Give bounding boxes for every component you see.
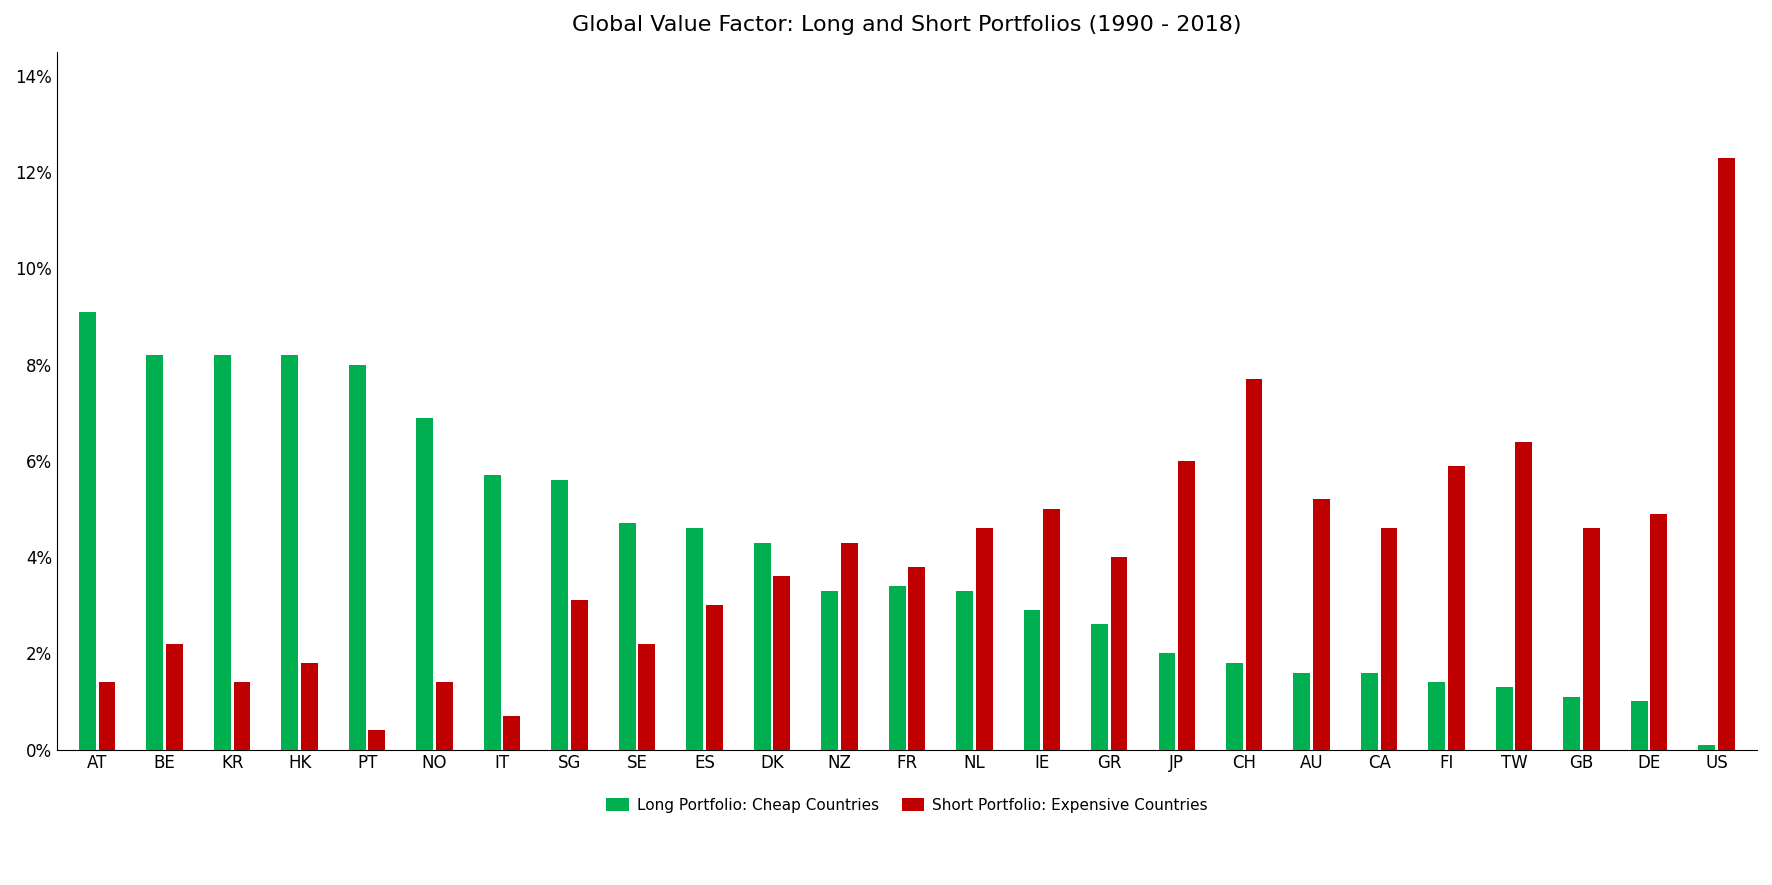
Bar [1226,663,1242,750]
Title: Global Value Factor: Long and Short Portfolios (1990 - 2018): Global Value Factor: Long and Short Port… [572,15,1242,35]
Bar [1024,610,1040,750]
Bar [1092,625,1108,750]
Bar [1246,379,1262,750]
Bar [551,480,569,750]
Bar [1380,528,1398,750]
Bar [1650,514,1667,750]
Bar [618,523,636,750]
Bar [1044,509,1060,750]
Bar [1313,499,1331,750]
Bar [1630,702,1648,750]
Bar [820,591,838,750]
Bar [436,682,454,750]
Bar [80,312,96,750]
Bar [99,682,115,750]
Bar [503,716,521,750]
Bar [686,528,703,750]
Bar [214,355,230,750]
Bar [1361,673,1379,750]
Bar [571,600,588,750]
Bar [1515,442,1533,750]
Bar [888,586,905,750]
Bar [976,528,992,750]
Bar [840,543,858,750]
Bar [282,355,298,750]
Bar [369,730,385,750]
Bar [416,418,432,750]
Bar [1159,653,1175,750]
Bar [1563,696,1581,750]
Bar [705,605,723,750]
Bar [1178,461,1194,750]
Bar [1582,528,1600,750]
Bar [234,682,250,750]
Bar [1428,682,1446,750]
Bar [1698,745,1715,750]
Bar [167,643,183,750]
Bar [147,355,163,750]
Bar [1717,158,1735,750]
Bar [753,543,771,750]
Bar [909,566,925,750]
Bar [1448,466,1465,750]
Bar [773,576,790,750]
Bar [1496,687,1513,750]
Bar [484,475,501,750]
Bar [1111,557,1127,750]
Bar [1294,673,1310,750]
Legend: Long Portfolio: Cheap Countries, Short Portfolio: Expensive Countries: Long Portfolio: Cheap Countries, Short P… [601,791,1214,819]
Bar [349,365,365,750]
Bar [638,643,656,750]
Bar [301,663,317,750]
Bar [957,591,973,750]
